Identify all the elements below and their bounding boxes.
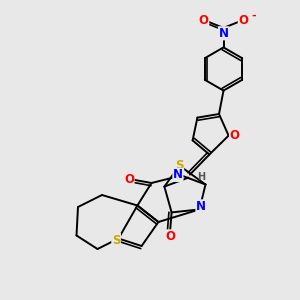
Text: S: S <box>112 233 120 247</box>
Text: O: O <box>124 173 134 186</box>
Text: -: - <box>251 11 256 21</box>
Text: H: H <box>197 172 205 182</box>
Text: O: O <box>230 129 240 142</box>
Text: O: O <box>165 230 175 243</box>
Text: N: N <box>173 168 183 182</box>
Text: O: O <box>199 14 209 27</box>
Text: N: N <box>196 200 206 213</box>
Text: S: S <box>175 159 184 172</box>
Text: O: O <box>238 14 248 27</box>
Text: N: N <box>218 27 229 40</box>
